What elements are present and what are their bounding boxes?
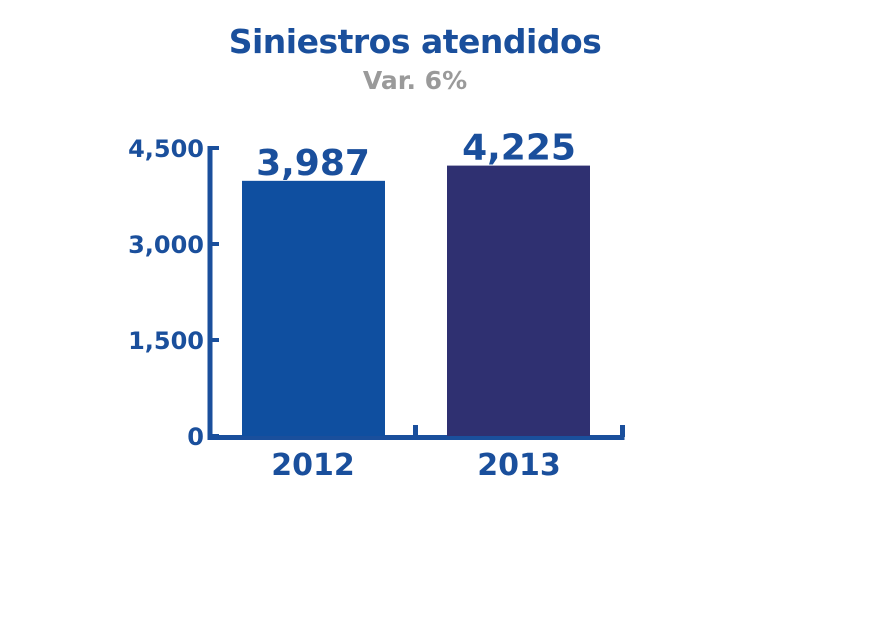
y-tick-label: 3,000 bbox=[128, 231, 204, 259]
y-axis-line bbox=[207, 146, 213, 438]
chart-subtitle: Var. 6% bbox=[362, 66, 468, 95]
x-tick-label: 2012 bbox=[271, 448, 355, 483]
y-tick-label: 1,500 bbox=[128, 327, 204, 355]
x-tick bbox=[620, 425, 625, 437]
x-tick-label: 2013 bbox=[477, 448, 561, 483]
y-tick bbox=[210, 146, 219, 150]
axes bbox=[207, 146, 625, 440]
data-label: 3,987 bbox=[256, 143, 370, 184]
x-axis-line bbox=[207, 435, 625, 440]
y-tick-label: 4,500 bbox=[128, 135, 204, 163]
x-tick bbox=[413, 425, 418, 437]
y-tick bbox=[210, 434, 219, 438]
y-tick-label: 0 bbox=[187, 423, 204, 451]
chart-title: Siniestros atendidos bbox=[228, 22, 602, 61]
bars bbox=[242, 165, 590, 436]
data-label: 4,225 bbox=[462, 128, 576, 169]
y-tick bbox=[210, 242, 219, 246]
bar-2012 bbox=[242, 180, 385, 436]
bar-2013 bbox=[447, 165, 590, 436]
y-tick bbox=[210, 338, 219, 342]
labels: 0 1,500 3,000 4,500 2012 2013 3,987 4,225 bbox=[128, 128, 576, 483]
